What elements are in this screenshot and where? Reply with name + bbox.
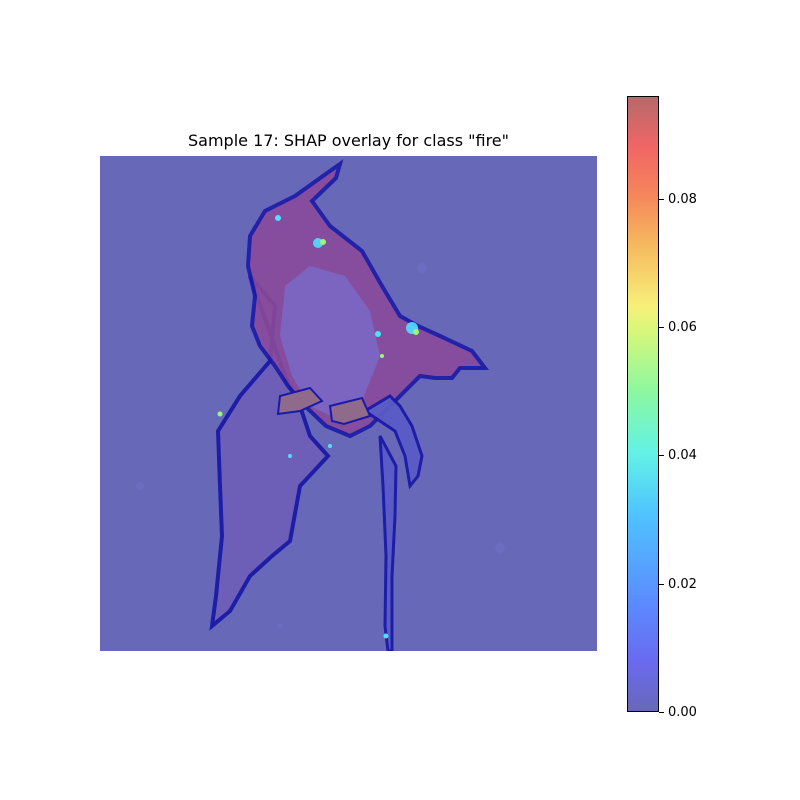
colorbar-tick-label: 0.08 [668,192,697,207]
shap-overlay-image [100,156,597,651]
colorbar-tick-label: 0.02 [668,577,697,592]
colorbar-tick-label: 0.04 [668,448,697,463]
chart-title: Sample 17: SHAP overlay for class "fire" [187,131,510,150]
shap-highlights [217,215,419,639]
bird-feet [276,386,372,426]
colorbar-tick-label: 0.00 [668,705,697,720]
bird-chest [280,266,380,418]
bird-tail [362,394,424,651]
colorbar [627,96,659,712]
bird-left-wing [209,274,331,631]
colorbar-tick [659,454,664,456]
colorbar-tick [659,326,664,328]
background-noise [136,263,505,629]
colorbar-tick [659,711,664,713]
colorbar-tick [659,198,664,200]
colorbar-tick-label: 0.06 [668,320,697,335]
colorbar-tick [659,583,664,585]
